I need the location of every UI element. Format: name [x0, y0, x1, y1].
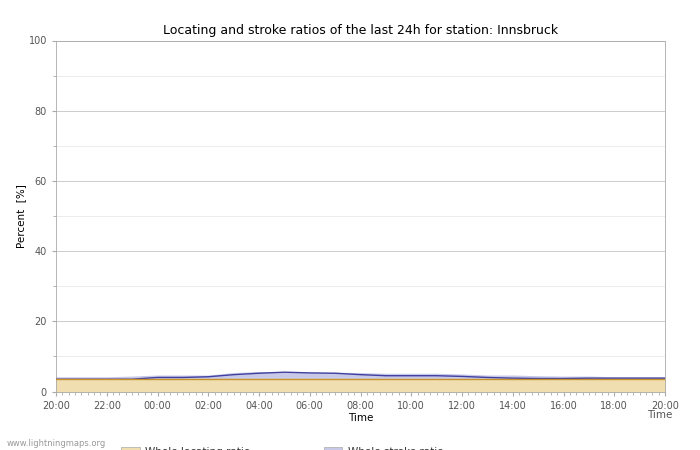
- Y-axis label: Percent  [%]: Percent [%]: [16, 184, 26, 248]
- X-axis label: Time: Time: [348, 413, 373, 423]
- Text: Time: Time: [647, 410, 672, 419]
- Title: Locating and stroke ratios of the last 24h for station: Innsbruck: Locating and stroke ratios of the last 2…: [163, 23, 558, 36]
- Text: www.lightningmaps.org: www.lightningmaps.org: [7, 439, 106, 448]
- Legend: Whole locating ratio, Locating ratio station Innsbruck, Whole stroke ratio, Stro: Whole locating ratio, Locating ratio sta…: [117, 442, 507, 450]
